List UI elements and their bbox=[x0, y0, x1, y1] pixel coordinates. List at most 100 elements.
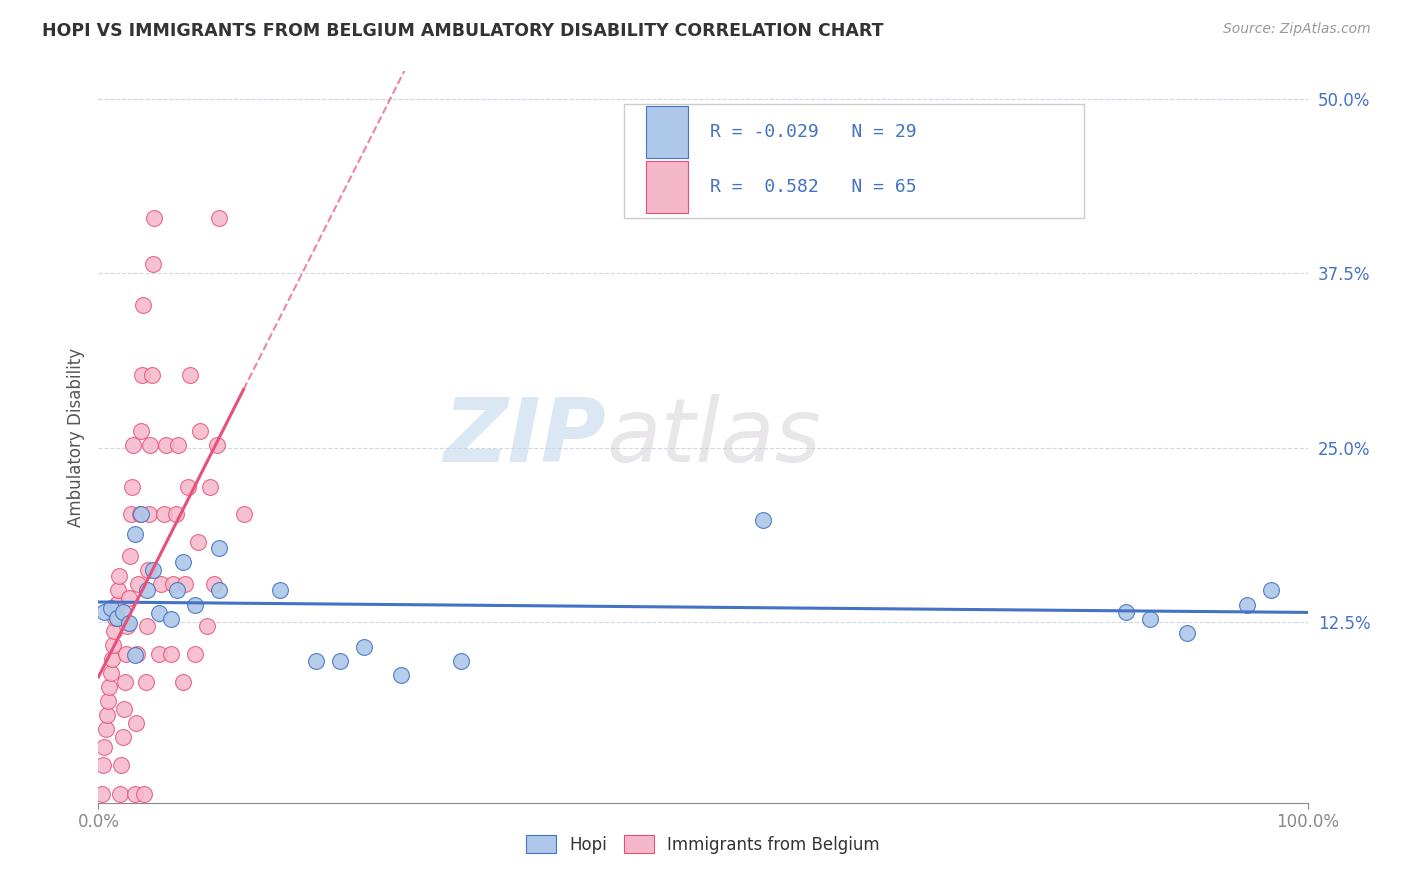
Bar bbox=[647, 106, 689, 158]
Point bbox=[152, 508, 174, 522]
Point bbox=[118, 616, 141, 631]
Point bbox=[103, 624, 125, 639]
Text: HOPI VS IMMIGRANTS FROM BELGIUM AMBULATORY DISABILITY CORRELATION CHART: HOPI VS IMMIGRANTS FROM BELGIUM AMBULATO… bbox=[42, 22, 884, 40]
Point bbox=[111, 731, 134, 745]
Point bbox=[148, 607, 170, 621]
Point bbox=[124, 648, 146, 662]
Point bbox=[91, 758, 114, 772]
Point bbox=[142, 257, 165, 271]
Point bbox=[329, 654, 352, 668]
Point bbox=[91, 788, 114, 802]
Point bbox=[100, 652, 122, 666]
Point bbox=[129, 508, 152, 522]
Point bbox=[1139, 612, 1161, 626]
Text: ZIP: ZIP bbox=[443, 393, 606, 481]
Point bbox=[105, 597, 128, 611]
Point bbox=[108, 568, 131, 582]
Text: Source: ZipAtlas.com: Source: ZipAtlas.com bbox=[1223, 22, 1371, 37]
Point bbox=[305, 654, 328, 668]
Point bbox=[1175, 625, 1198, 640]
Point bbox=[107, 582, 129, 597]
Point bbox=[136, 563, 159, 577]
Point bbox=[179, 368, 201, 382]
Point bbox=[115, 647, 138, 661]
Point bbox=[101, 639, 124, 653]
Point bbox=[232, 508, 254, 522]
Point bbox=[110, 758, 132, 772]
Point bbox=[148, 647, 170, 661]
Point bbox=[160, 647, 183, 661]
Point bbox=[134, 788, 156, 802]
Point bbox=[127, 647, 149, 661]
Point bbox=[112, 702, 135, 716]
Point bbox=[204, 577, 226, 591]
Point bbox=[117, 619, 139, 633]
Point bbox=[121, 479, 143, 493]
Point bbox=[1115, 605, 1137, 619]
Point bbox=[122, 438, 145, 452]
Point bbox=[98, 680, 121, 694]
Point bbox=[132, 298, 155, 312]
Point bbox=[160, 612, 183, 626]
Point bbox=[94, 722, 117, 736]
Point bbox=[108, 788, 131, 802]
Point bbox=[141, 368, 163, 382]
Legend: Hopi, Immigrants from Belgium: Hopi, Immigrants from Belgium bbox=[519, 829, 887, 860]
Point bbox=[118, 549, 141, 564]
Point bbox=[124, 788, 146, 802]
Text: R = -0.029   N = 29: R = -0.029 N = 29 bbox=[710, 123, 917, 141]
Point bbox=[184, 598, 207, 612]
Point bbox=[118, 591, 141, 605]
Point bbox=[100, 600, 122, 615]
Point bbox=[450, 654, 472, 668]
Bar bbox=[647, 161, 689, 212]
Text: R =  0.582   N = 65: R = 0.582 N = 65 bbox=[710, 178, 917, 196]
Point bbox=[150, 577, 173, 591]
Point bbox=[208, 211, 231, 225]
Point bbox=[111, 605, 134, 619]
Point bbox=[139, 438, 162, 452]
Point bbox=[205, 438, 228, 452]
Point bbox=[135, 582, 157, 597]
Point bbox=[127, 577, 149, 591]
Point bbox=[752, 513, 775, 527]
Point bbox=[97, 694, 120, 708]
Point bbox=[208, 541, 231, 555]
Point bbox=[100, 666, 122, 681]
Point bbox=[389, 667, 412, 681]
Point bbox=[155, 438, 177, 452]
Point bbox=[184, 647, 207, 661]
Point bbox=[96, 708, 118, 723]
Point bbox=[195, 619, 218, 633]
Point bbox=[198, 479, 221, 493]
Point bbox=[208, 582, 231, 597]
Point bbox=[166, 582, 188, 597]
Point bbox=[93, 740, 115, 755]
FancyBboxPatch shape bbox=[624, 104, 1084, 218]
Point bbox=[177, 479, 200, 493]
Point bbox=[174, 577, 197, 591]
Point bbox=[93, 605, 115, 619]
Point bbox=[129, 424, 152, 438]
Point bbox=[188, 424, 211, 438]
Point bbox=[131, 368, 153, 382]
Point bbox=[172, 555, 194, 569]
Point bbox=[104, 610, 127, 624]
Point bbox=[105, 610, 128, 624]
Point bbox=[172, 674, 194, 689]
Point bbox=[269, 582, 291, 597]
Point bbox=[135, 674, 157, 689]
Point bbox=[1236, 598, 1258, 612]
Point bbox=[120, 508, 142, 522]
Point bbox=[128, 508, 150, 522]
Point bbox=[162, 577, 184, 591]
Point bbox=[353, 640, 375, 654]
Point bbox=[167, 438, 190, 452]
Y-axis label: Ambulatory Disability: Ambulatory Disability bbox=[66, 348, 84, 526]
Point bbox=[138, 508, 160, 522]
Point bbox=[165, 508, 187, 522]
Point bbox=[142, 563, 165, 577]
Point bbox=[135, 619, 157, 633]
Point bbox=[143, 211, 166, 225]
Point bbox=[1260, 582, 1282, 597]
